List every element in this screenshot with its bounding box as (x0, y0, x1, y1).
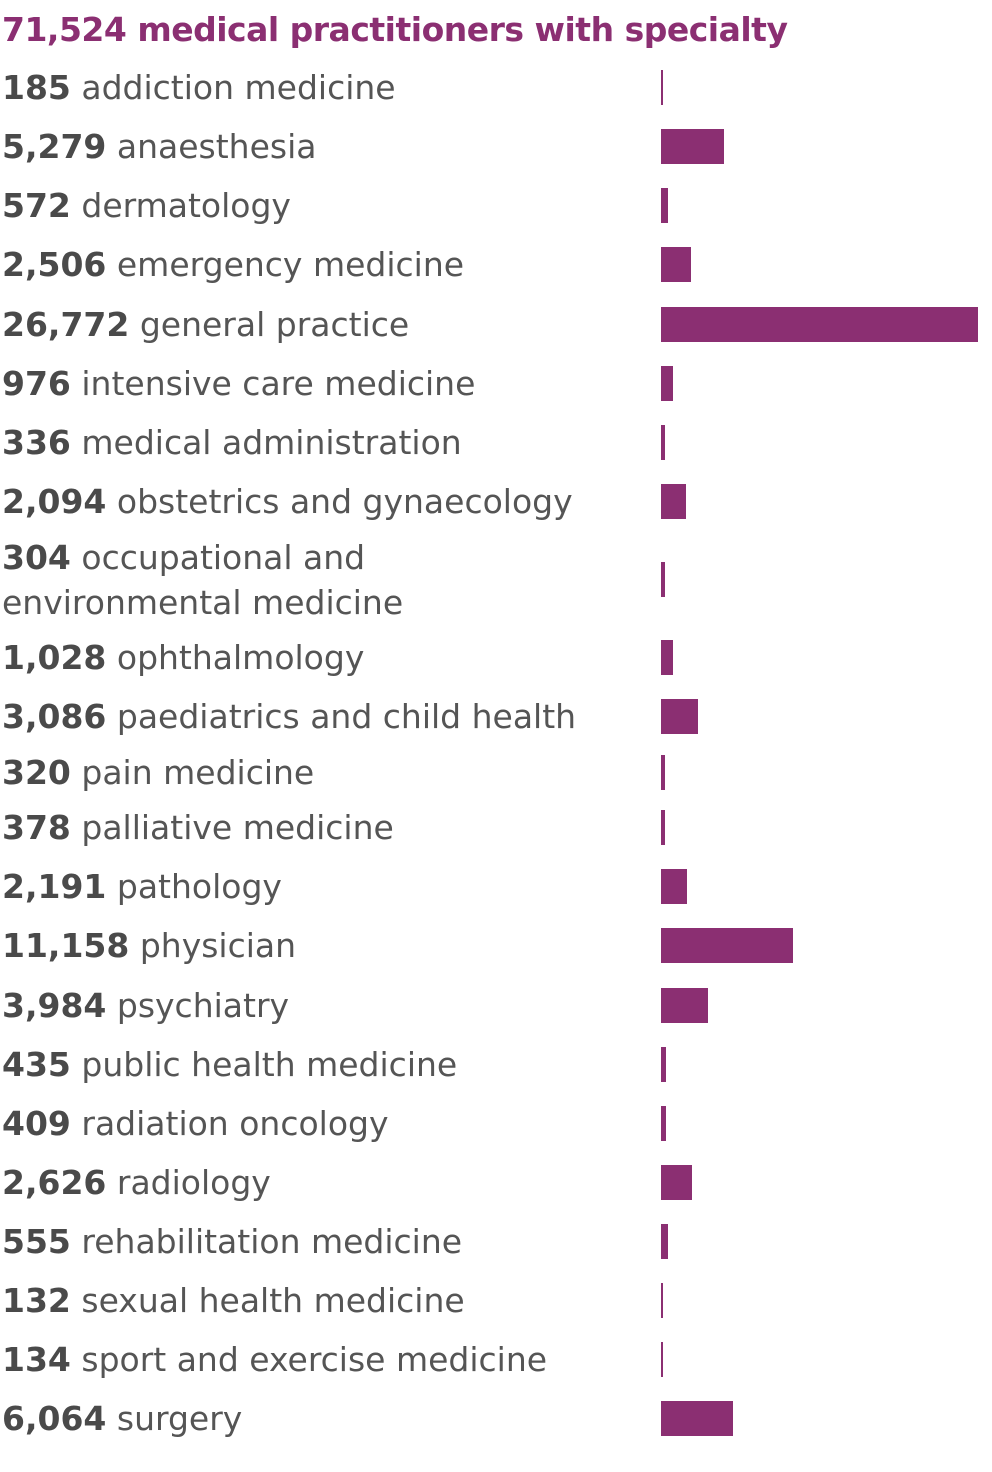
value-label: 3,086 (2, 697, 107, 736)
category-name: sexual health medicine (70, 1281, 465, 1320)
category-label: 320 pain medicine (2, 750, 602, 795)
category-name: anaesthesia (106, 127, 317, 166)
category-label: 572 dermatology (2, 183, 602, 228)
bar (661, 366, 673, 401)
value-label: 2,506 (2, 245, 107, 284)
bar (661, 484, 686, 519)
category-label: 11,158 physician (2, 923, 602, 968)
value-label: 134 (2, 1340, 71, 1379)
category-name: radiation oncology (70, 1104, 389, 1143)
value-label: 185 (2, 68, 71, 107)
value-label: 2,626 (2, 1163, 107, 1202)
chart-title: 71,524 medical practitioners with specia… (2, 10, 788, 49)
value-label: 976 (2, 364, 71, 403)
bar (661, 247, 691, 282)
bar (661, 562, 665, 597)
bar (661, 188, 668, 223)
value-label: 11,158 (2, 926, 130, 965)
category-name: dermatology (70, 186, 291, 225)
category-label: 435 public health medicine (2, 1042, 602, 1087)
value-label: 304 (2, 538, 71, 577)
bar (661, 640, 673, 675)
value-label: 3,984 (2, 986, 107, 1025)
bar (661, 1283, 663, 1318)
bar (661, 1401, 733, 1436)
bar (661, 1047, 666, 1082)
value-label: 320 (2, 753, 71, 792)
category-name: obstetrics and gynaecology (106, 482, 573, 521)
bar (661, 425, 665, 460)
category-label: 132 sexual health medicine (2, 1278, 602, 1323)
category-label: 555 rehabilitation medicine (2, 1219, 602, 1264)
bar (661, 869, 687, 904)
bar (661, 699, 698, 734)
category-label: 976 intensive care medicine (2, 361, 602, 406)
category-name: general practice (129, 305, 410, 344)
category-name: public health medicine (70, 1045, 458, 1084)
value-label: 26,772 (2, 305, 130, 344)
category-name: physician (129, 926, 297, 965)
category-name: addiction medicine (70, 68, 396, 107)
value-label: 2,094 (2, 482, 107, 521)
category-name: psychiatry (106, 986, 290, 1025)
category-name: emergency medicine (106, 245, 465, 284)
bar (661, 755, 665, 790)
bar (661, 1224, 668, 1259)
value-label: 572 (2, 186, 71, 225)
category-label: 378 palliative medicine (2, 805, 602, 850)
category-label: 2,506 emergency medicine (2, 242, 602, 287)
value-label: 555 (2, 1222, 71, 1261)
category-label: 2,191 pathology (2, 864, 602, 909)
value-label: 2,191 (2, 867, 107, 906)
category-name: surgery (106, 1399, 243, 1438)
category-label: 336 medical administration (2, 420, 602, 465)
category-name: intensive care medicine (70, 364, 476, 403)
category-label: 409 radiation oncology (2, 1101, 602, 1146)
category-label: 26,772 general practice (2, 302, 602, 347)
category-name: rehabilitation medicine (70, 1222, 463, 1261)
bar (661, 988, 708, 1023)
category-label: 304 occupational and environmental medic… (2, 535, 422, 625)
bar (661, 70, 663, 105)
category-label: 2,626 radiology (2, 1160, 602, 1205)
category-label: 134 sport and exercise medicine (2, 1337, 602, 1382)
bar (661, 129, 724, 164)
category-label: 1,028 ophthalmology (2, 635, 602, 680)
category-label: 6,064 surgery (2, 1396, 602, 1441)
category-label: 2,094 obstetrics and gynaecology (2, 479, 602, 524)
category-name: paediatrics and child health (106, 697, 577, 736)
value-label: 409 (2, 1104, 71, 1143)
bar (661, 1165, 692, 1200)
bar (661, 1106, 666, 1141)
bar (661, 1342, 663, 1377)
value-label: 5,279 (2, 127, 107, 166)
category-name: palliative medicine (70, 808, 394, 847)
category-name: pain medicine (70, 753, 315, 792)
bar (661, 810, 665, 845)
value-label: 132 (2, 1281, 71, 1320)
bar (661, 307, 978, 342)
category-name: medical administration (70, 423, 462, 462)
value-label: 435 (2, 1045, 71, 1084)
category-name: radiology (106, 1163, 271, 1202)
category-label: 5,279 anaesthesia (2, 124, 602, 169)
category-label: 3,984 psychiatry (2, 983, 602, 1028)
value-label: 6,064 (2, 1399, 107, 1438)
value-label: 378 (2, 808, 71, 847)
category-name: ophthalmology (106, 638, 365, 677)
category-label: 3,086 paediatrics and child health (2, 694, 602, 739)
category-name: sport and exercise medicine (70, 1340, 548, 1379)
category-name: occupational and environmental medicine (2, 538, 404, 622)
value-label: 1,028 (2, 638, 107, 677)
category-label: 185 addiction medicine (2, 65, 602, 110)
value-label: 336 (2, 423, 71, 462)
bar (661, 928, 793, 963)
category-name: pathology (106, 867, 282, 906)
